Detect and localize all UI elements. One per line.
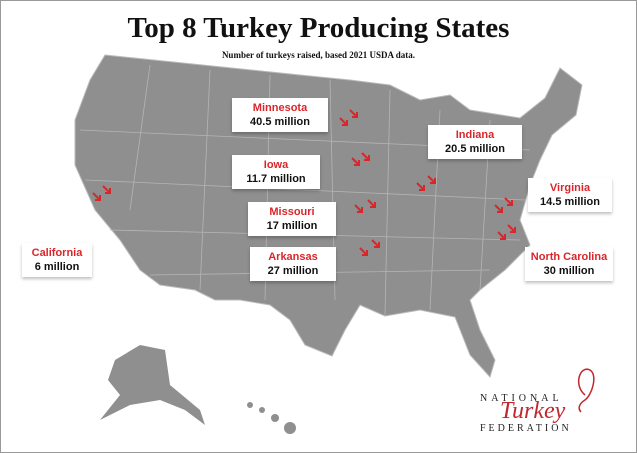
state-label: Minnesota 40.5 million	[232, 98, 328, 132]
alaska	[100, 345, 205, 425]
state-name: North Carolina	[530, 251, 608, 263]
state-value: 17 million	[266, 220, 318, 232]
state-label: Arkansas 27 million	[250, 247, 336, 281]
state-label: California 6 million	[22, 243, 92, 277]
state-value: 27 million	[267, 265, 319, 277]
state-name: Missouri	[269, 206, 315, 218]
state-label: Missouri 17 million	[248, 202, 336, 236]
state-value: 30 million	[543, 265, 595, 277]
state-name: Virginia	[549, 182, 591, 194]
turkey-markers	[92, 109, 516, 256]
title: Top 8 Turkey Producing States	[127, 12, 510, 44]
state-name: Indiana	[455, 129, 495, 141]
hawaii	[247, 402, 296, 434]
state-name: Arkansas	[268, 251, 318, 263]
state-label: Indiana 20.5 million	[428, 125, 522, 159]
logo-bottom: FEDERATION	[480, 423, 572, 434]
state-name: Iowa	[263, 159, 289, 171]
state-value: 6 million	[34, 261, 80, 273]
state-value: 40.5 million	[250, 116, 310, 128]
state-value: 20.5 million	[445, 143, 505, 155]
state-label: Virginia 14.5 million	[528, 178, 612, 212]
logo-middle: Turkey	[500, 398, 566, 424]
state-label: North Carolina 30 million	[525, 247, 613, 281]
state-value: 14.5 million	[540, 196, 600, 208]
state-label: Iowa 11.7 million	[232, 155, 320, 189]
state-name: California	[31, 247, 83, 259]
logo-top: NATIONAL	[480, 393, 563, 404]
logo-mark	[577, 368, 595, 413]
subtitle: Number of turkeys raised, based 2021 USD…	[221, 50, 416, 60]
state-borders	[79, 64, 531, 316]
state-value: 11.7 million	[246, 173, 306, 185]
state-name: Minnesota	[252, 102, 308, 114]
